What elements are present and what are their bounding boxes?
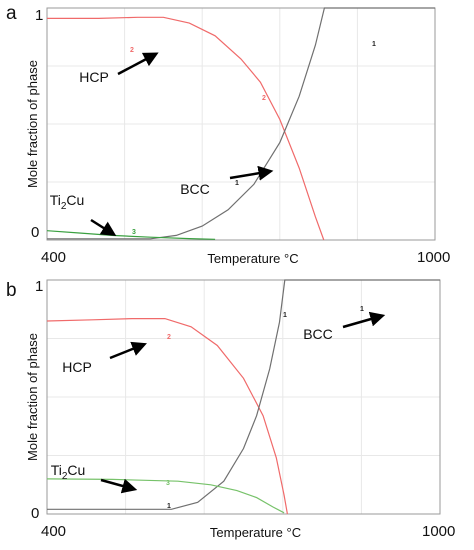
plot-frame bbox=[46, 279, 441, 515]
series-marker-2: 2 bbox=[130, 47, 134, 54]
annotation-label: Ti2Cu bbox=[51, 462, 86, 482]
y-axis-title: Mole fraction of phase bbox=[25, 60, 40, 188]
x-tick-label: 400 bbox=[41, 523, 66, 540]
x-tick-label: 1000 bbox=[417, 249, 450, 266]
series-line-3 bbox=[46, 230, 216, 240]
y-axis-title: Mole fraction of phase bbox=[25, 333, 40, 461]
annotation-label: Ti2Cu bbox=[50, 192, 85, 212]
plot-frame bbox=[46, 7, 436, 241]
annotation-label: HCP bbox=[79, 69, 109, 85]
y-tick-label: 0 bbox=[31, 224, 39, 241]
y-tick-label: 0 bbox=[31, 505, 39, 522]
annotation-arrow bbox=[90, 218, 117, 237]
x-axis-title: Temperature °C bbox=[210, 525, 301, 540]
annotation-arrow bbox=[117, 52, 159, 76]
series-marker-1: 1 bbox=[360, 306, 364, 313]
series-marker-2: 2 bbox=[167, 334, 171, 341]
panel-letter: a bbox=[6, 3, 17, 24]
annotation-arrow bbox=[109, 341, 147, 360]
series-line-1 bbox=[47, 279, 440, 510]
annotation-arrow bbox=[100, 478, 138, 494]
series-marker-1: 1 bbox=[235, 180, 239, 187]
series-line-1 bbox=[47, 7, 435, 240]
annotation-label: BCC bbox=[303, 326, 333, 342]
series-marker-1: 1 bbox=[283, 312, 287, 319]
annotation-arrow bbox=[342, 311, 386, 329]
series-marker-3: 3 bbox=[166, 480, 170, 487]
y-tick-label: 1 bbox=[35, 7, 43, 24]
series-marker-1: 1 bbox=[167, 503, 171, 510]
series-marker-2: 2 bbox=[262, 95, 266, 102]
x-tick-label: 400 bbox=[41, 249, 66, 266]
y-tick-label: 1 bbox=[35, 278, 43, 295]
annotation-label: BCC bbox=[180, 181, 210, 197]
annotation-arrow bbox=[229, 165, 274, 181]
x-axis-title: Temperature °C bbox=[207, 251, 298, 266]
annotation-label: HCP bbox=[62, 359, 92, 375]
series-marker-3: 3 bbox=[132, 229, 136, 236]
chart-panel-b: 2 1 1 1 3 b 400 1000 0 1 Temperature °C Mole fracti… bbox=[6, 278, 455, 540]
chart-panel-a: 2 2 1 1 3 a 400 1000 0 1 Temperature °C Mole fracti… bbox=[6, 3, 450, 266]
series-line-2 bbox=[47, 16, 325, 241]
x-tick-label: 1000 bbox=[422, 523, 455, 540]
panel-letter: b bbox=[6, 280, 17, 301]
series-marker-1: 1 bbox=[372, 41, 376, 48]
series-line-2 bbox=[46, 318, 288, 515]
